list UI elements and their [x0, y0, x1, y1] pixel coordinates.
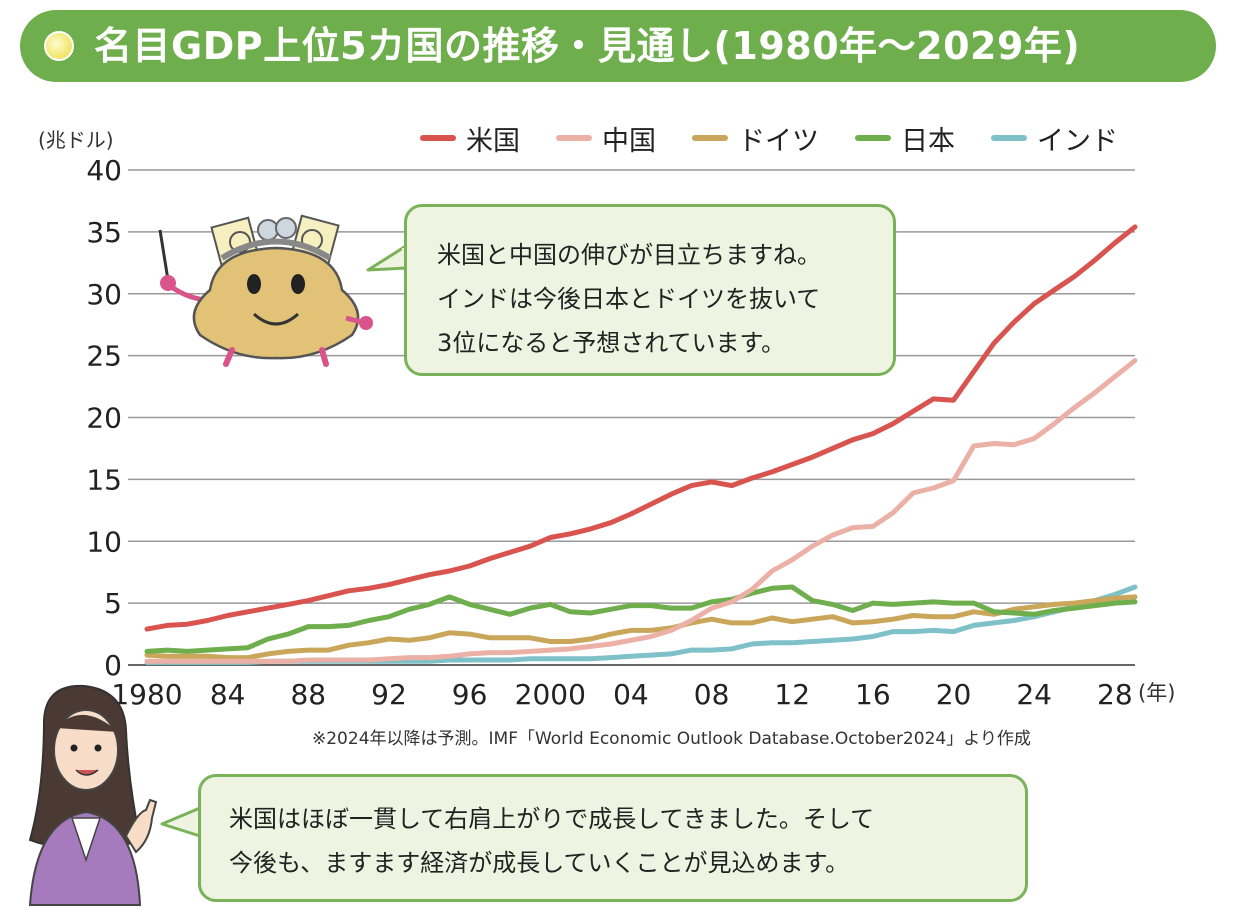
- x-tick-label: 88: [290, 678, 326, 711]
- y-tick-label: 40: [86, 154, 122, 187]
- x-tick-label: 2000: [515, 678, 586, 711]
- x-tick-label: 1980: [111, 678, 182, 711]
- legend-swatch-germany: [692, 135, 728, 141]
- bubble-top-line-1: 米国と中国の伸びが目立ちますね。: [437, 241, 821, 269]
- legend-label-china: 中国: [602, 125, 656, 157]
- x-tick-label: 04: [613, 678, 649, 711]
- legend-item-japan: 日本: [855, 119, 955, 158]
- legend-label-usa: 米国: [466, 125, 520, 157]
- y-tick-label: 15: [86, 463, 122, 496]
- y-axis-unit-label: (兆ドル): [38, 128, 114, 152]
- bubble-bottom-tail: [160, 806, 202, 838]
- title-bar: 名目GDP上位5カ国の推移・見通し(1980年～2029年): [20, 10, 1216, 82]
- bubble-top-tail: [366, 244, 408, 272]
- series-lines: [144, 224, 1138, 665]
- legend-item-india: インド: [991, 119, 1118, 158]
- y-tick-label: 35: [86, 216, 122, 249]
- series-line-japan: [144, 584, 1138, 654]
- x-tick-label: 92: [371, 678, 407, 711]
- purse-mascot-icon: [158, 214, 373, 367]
- x-tick-labels: 1980 84 88 92 96 2000 04 08 12 16 20 24 28: [111, 678, 1132, 711]
- x-tick-label: 20: [936, 678, 972, 711]
- legend-item-germany: ドイツ: [692, 119, 819, 158]
- legend-swatch-india: [991, 135, 1027, 141]
- title-bullet-icon: [44, 31, 74, 61]
- x-axis-unit-label: (年): [1138, 681, 1175, 705]
- series-line-germany: [144, 594, 1138, 661]
- series-line-usa: [144, 224, 1138, 632]
- bubble-bottom-line-2: 今後も、ますます経済が成長していくことが見込めます。: [229, 849, 850, 877]
- bubble-top-line-2: インドは今後日本とドイツを抜いて: [437, 285, 821, 313]
- y-tick-label: 30: [86, 278, 122, 311]
- x-tick-label: 08: [694, 678, 730, 711]
- legend-label-germany: ドイツ: [738, 125, 819, 157]
- legend-label-japan: 日本: [901, 125, 955, 157]
- y-tick-label: 25: [86, 340, 122, 373]
- x-tick-label: 16: [855, 678, 891, 711]
- y-tick-label: 0: [104, 649, 122, 682]
- x-tick-label: 96: [452, 678, 488, 711]
- legend-label-india: インド: [1037, 125, 1118, 157]
- x-tick-label: 28: [1097, 678, 1133, 711]
- speech-bubble-mascot: 米国と中国の伸びが目立ちますね。 インドは今後日本とドイツを抜いて 3位になると…: [404, 204, 896, 376]
- legend-swatch-japan: [855, 135, 891, 141]
- speech-bubble-woman: 米国はほぼ一貫して右肩上がりで成長してきました。そして 今後も、ますます経済が成…: [198, 774, 1028, 902]
- y-tick-label: 20: [86, 402, 122, 435]
- x-tick-label: 12: [774, 678, 810, 711]
- series-line-china: [144, 358, 1138, 664]
- legend-swatch-usa: [420, 135, 456, 141]
- bubble-bottom-line-1: 米国はほぼ一貫して右肩上がりで成長してきました。そして: [229, 805, 875, 833]
- x-tick-label: 24: [1016, 678, 1052, 711]
- chart-legend: 米国 中国 ドイツ 日本 インド: [420, 119, 1118, 158]
- source-note: ※2024年以降は予測。IMF「World Economic Outlook D…: [312, 729, 1031, 749]
- legend-swatch-china: [556, 135, 592, 141]
- y-tick-labels: 0 5 10 15 20 25 30 35 40: [86, 154, 122, 682]
- legend-item-usa: 米国: [420, 119, 520, 158]
- bubble-top-line-3: 3位になると予想されています。: [437, 329, 786, 357]
- page-title: 名目GDP上位5カ国の推移・見通し(1980年～2029年): [94, 24, 1081, 68]
- legend-item-china: 中国: [556, 119, 656, 158]
- x-tick-label: 84: [210, 678, 246, 711]
- y-tick-label: 10: [86, 525, 122, 558]
- y-tick-label: 5: [104, 587, 122, 620]
- woman-pointing-icon: [28, 684, 158, 906]
